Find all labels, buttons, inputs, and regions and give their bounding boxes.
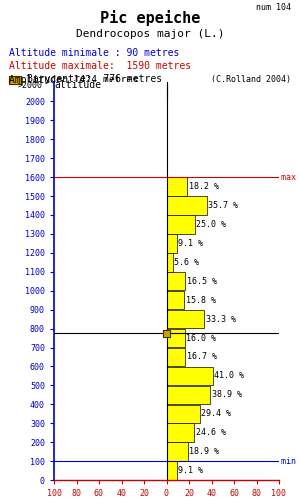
Bar	[167, 329, 184, 347]
Bar	[167, 178, 187, 196]
Bar	[9, 76, 21, 84]
Bar	[167, 404, 200, 423]
Text: 18.2 %: 18.2 %	[189, 182, 219, 191]
Text: Altitude maximale:  1590 metres: Altitude maximale: 1590 metres	[9, 61, 191, 71]
Text: 9.1 %: 9.1 %	[178, 239, 203, 248]
Text: 5.6 %: 5.6 %	[175, 258, 200, 267]
Text: max 1590: max 1590	[281, 172, 300, 182]
Bar	[167, 234, 177, 252]
Text: Amplitude: 1424 metres: Amplitude: 1424 metres	[9, 75, 138, 85]
Bar	[167, 216, 195, 234]
Text: 16.7 %: 16.7 %	[187, 352, 217, 362]
Bar	[167, 348, 185, 366]
Text: 41.0 %: 41.0 %	[214, 372, 244, 380]
Bar	[167, 424, 194, 442]
Text: Altitude minimale : 90 metres: Altitude minimale : 90 metres	[9, 48, 179, 58]
Text: 24.6 %: 24.6 %	[196, 428, 226, 437]
Bar	[167, 196, 207, 214]
Bar	[167, 253, 173, 272]
Bar	[163, 330, 170, 336]
Text: 9.1 %: 9.1 %	[178, 466, 203, 475]
Text: Pic epeiche: Pic epeiche	[100, 10, 200, 26]
Bar	[167, 272, 185, 290]
Bar	[167, 291, 184, 310]
Bar	[167, 462, 177, 479]
Bar	[9, 76, 21, 84]
Text: Barycentre:  776 metres: Barycentre: 776 metres	[27, 74, 162, 84]
Bar	[163, 330, 170, 336]
Text: >2000: >2000	[18, 81, 43, 90]
Text: altitude: altitude	[54, 80, 101, 90]
Text: 15.8 %: 15.8 %	[186, 296, 216, 304]
Text: 35.7 %: 35.7 %	[208, 201, 238, 210]
Text: min 90: min 90	[281, 456, 300, 466]
Text: 25.0 %: 25.0 %	[196, 220, 226, 229]
Text: 33.3 %: 33.3 %	[206, 314, 236, 324]
Text: (C.Rolland 2004): (C.Rolland 2004)	[211, 75, 291, 84]
Text: num 104: num 104	[256, 2, 291, 12]
Text: 18.9 %: 18.9 %	[190, 447, 220, 456]
Text: 29.4 %: 29.4 %	[201, 409, 231, 418]
Bar	[167, 442, 188, 461]
Text: Dendrocopos major (L.): Dendrocopos major (L.)	[76, 29, 224, 39]
Text: 16.5 %: 16.5 %	[187, 276, 217, 285]
Bar	[167, 310, 204, 328]
Bar	[167, 386, 210, 404]
Text: 16.0 %: 16.0 %	[186, 334, 216, 342]
Text: 38.9 %: 38.9 %	[212, 390, 242, 400]
Bar	[167, 366, 213, 385]
